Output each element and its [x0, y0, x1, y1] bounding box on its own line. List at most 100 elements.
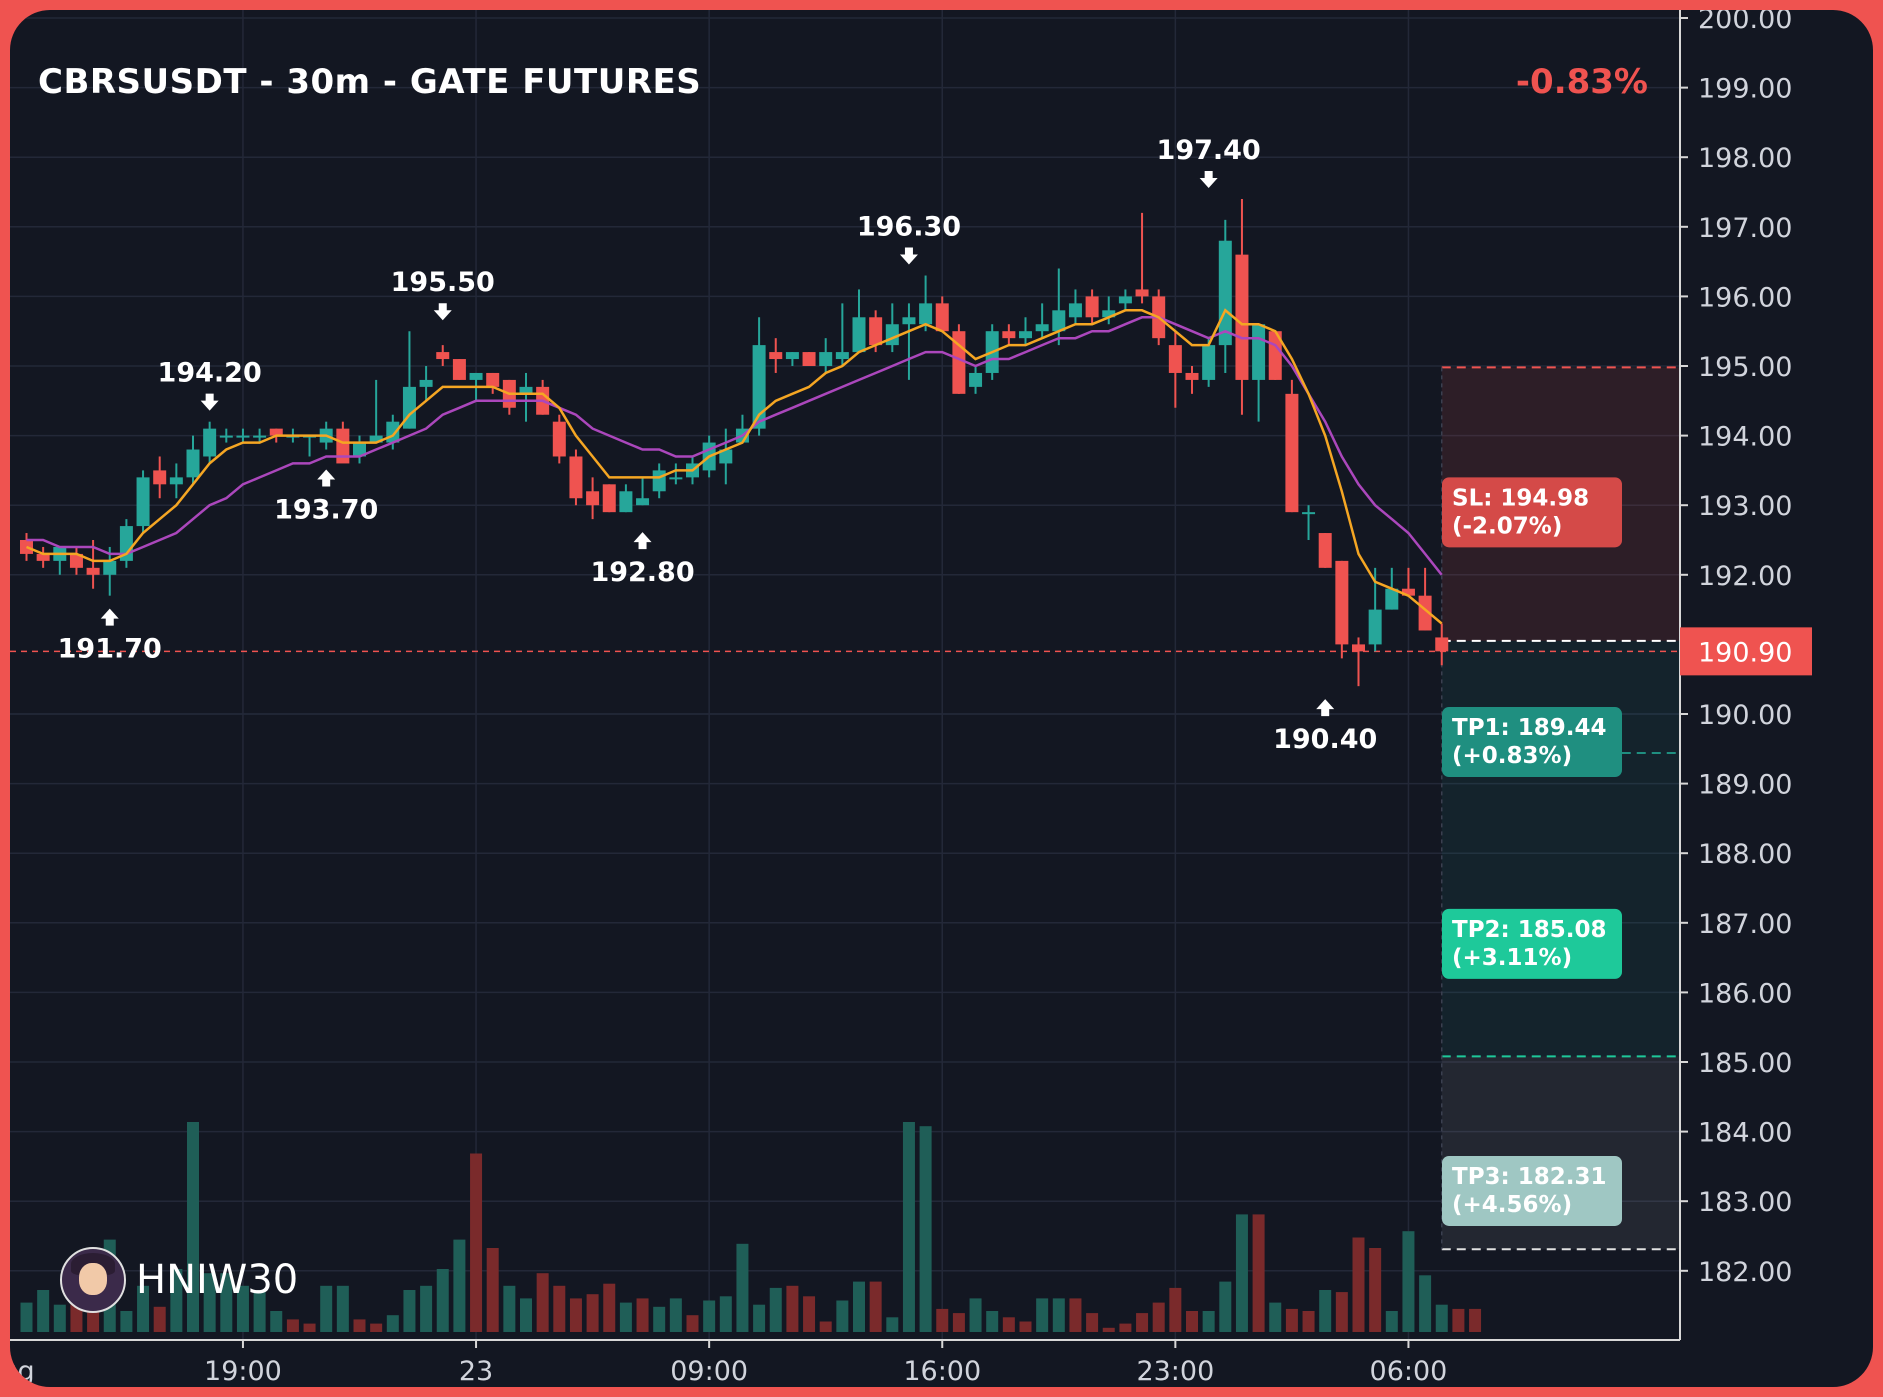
candle-body [969, 372, 983, 387]
y-tick-label: 192.00 [1698, 561, 1792, 592]
volume-bar [1269, 1302, 1282, 1332]
sl-tp-zones [10, 366, 1680, 1251]
volume-bar [1252, 1214, 1265, 1332]
volume-bar [686, 1315, 699, 1332]
x-tick-label: 09:00 [670, 1356, 748, 1387]
volume-bar [353, 1319, 366, 1332]
y-tick-label: 189.00 [1698, 770, 1792, 801]
candle-body [785, 352, 799, 360]
candle-body [1385, 588, 1399, 610]
candle-body [1235, 254, 1249, 380]
volume-bars [20, 1122, 1482, 1332]
candle-body [569, 456, 583, 499]
candle-body [1285, 393, 1299, 513]
candle-body [219, 435, 233, 438]
candle-body [919, 303, 933, 325]
ema-fast-line [26, 308, 1443, 625]
arrow-down-icon [899, 247, 918, 265]
swing-label: 196.30 [857, 212, 961, 243]
volume-bar [253, 1290, 266, 1332]
candle-body [1102, 310, 1116, 318]
tp3-label-title: TP3: 182.31 [1452, 1164, 1607, 1190]
volume-bar [1385, 1311, 1398, 1332]
candle-body [36, 553, 50, 561]
x-tick-label: 23:00 [1136, 1356, 1214, 1387]
volume-bar [1235, 1214, 1248, 1332]
candle-body [1302, 512, 1316, 515]
volume-bar [53, 1304, 66, 1332]
volume-bar [1419, 1275, 1432, 1332]
candle-body [902, 317, 916, 325]
volume-bar [536, 1273, 549, 1332]
volume-bar [1019, 1321, 1032, 1332]
y-tick-label: 183.00 [1698, 1187, 1792, 1218]
volume-bar [187, 1122, 199, 1332]
y-tick-label: 193.00 [1698, 491, 1792, 522]
swing-label: 193.70 [274, 494, 378, 525]
candle-body [469, 372, 483, 380]
candle-body [869, 317, 883, 346]
grid [10, 10, 1680, 1340]
volume-bar [37, 1290, 50, 1332]
volume-bar [836, 1300, 849, 1332]
candle-body [1335, 560, 1349, 645]
swing-label: 194.20 [158, 358, 262, 389]
candle-body [269, 428, 283, 436]
volume-bar [220, 1273, 233, 1332]
volume-bar [1319, 1290, 1332, 1332]
candle-body [136, 477, 150, 527]
candle-body [1118, 296, 1132, 304]
arrow-down-icon [433, 303, 452, 321]
level-labels: SL: 194.98(-2.07%) TP1: 189.44(+0.83%) TP2… [1442, 477, 1622, 1226]
volume-bar [1169, 1287, 1182, 1332]
volume-bar [569, 1298, 582, 1332]
candle-body [253, 435, 267, 438]
candle-body [1002, 331, 1016, 339]
candle-body [20, 540, 33, 554]
volume-bar [1219, 1281, 1232, 1332]
candle-body [1202, 345, 1216, 380]
y-tick-label: 194.00 [1698, 422, 1792, 453]
y-tick-label: 184.00 [1698, 1118, 1792, 1149]
tp2-label-pct: (+3.11%) [1452, 945, 1572, 971]
candle-body [602, 484, 616, 513]
volume-bar [902, 1122, 915, 1332]
swing-label: 191.70 [58, 634, 162, 665]
tp-zone [1441, 640, 1680, 1057]
candle-body [1252, 324, 1266, 380]
candle-body [1019, 331, 1032, 339]
candle-body [236, 435, 250, 438]
y-tick-label: 195.00 [1698, 352, 1792, 383]
x-tick-label: 16:00 [903, 1356, 981, 1387]
volume-bar [1402, 1231, 1415, 1332]
volume-bar [1186, 1311, 1198, 1332]
candles [20, 198, 1449, 687]
candle-body [86, 567, 100, 575]
volume-bar [1036, 1298, 1049, 1332]
candle-body [336, 428, 350, 464]
volume-bar [403, 1290, 416, 1332]
y-tick-label: 185.00 [1698, 1048, 1792, 1079]
candle-body [419, 379, 433, 387]
volume-bar [703, 1300, 716, 1332]
swing-label: 197.40 [1157, 135, 1261, 166]
volume-bar [303, 1323, 316, 1332]
tp1-label-pct: (+0.83%) [1452, 743, 1572, 769]
volume-bar [153, 1306, 166, 1332]
candle-body [1168, 345, 1182, 373]
volume-bar [853, 1281, 865, 1332]
candlestick-chart[interactable]: 191.70 194.20 193.70 195.50 192.80 196.30 197.… [10, 10, 1873, 1387]
volume-bar [819, 1321, 832, 1332]
volume-bar [1285, 1308, 1298, 1332]
candle-body [636, 498, 650, 506]
watermark-name: HNIW30 [136, 1257, 299, 1303]
volume-bar [1202, 1311, 1215, 1332]
volume-bar [1136, 1313, 1149, 1332]
x-tick-label: 19:00 [204, 1356, 282, 1387]
ema-slow-line [26, 316, 1443, 576]
y-tick-label: 196.00 [1698, 282, 1792, 313]
x-tick-label: ıg [10, 1356, 35, 1387]
y-tick-label: 188.00 [1698, 839, 1792, 870]
arrow-down-icon [200, 393, 219, 411]
candle-body [1368, 609, 1382, 645]
